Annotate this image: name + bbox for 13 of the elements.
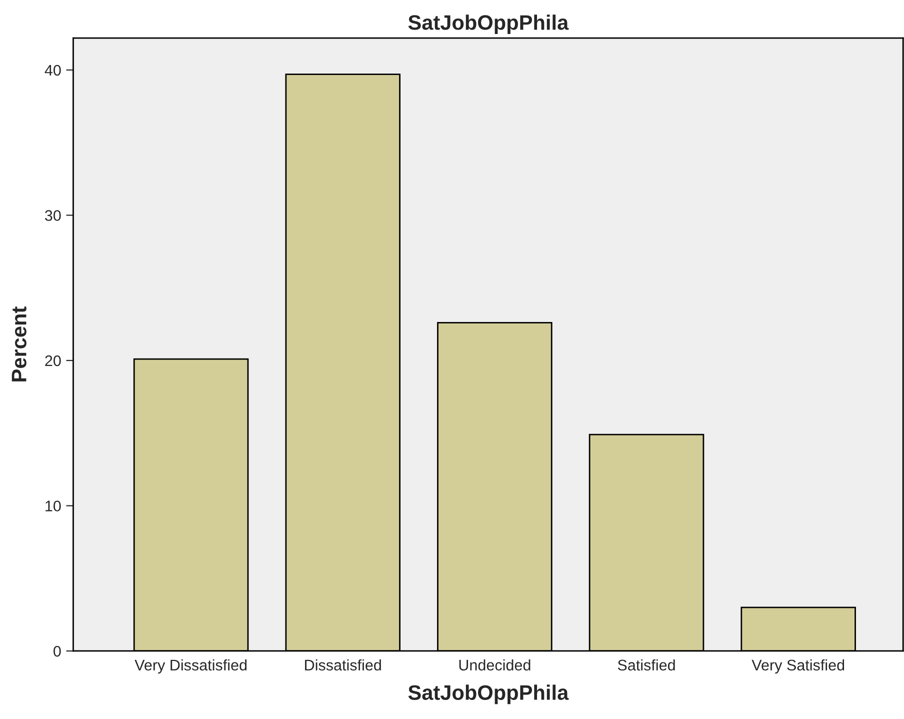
y-axis-title: Percent — [12, 306, 26, 382]
y-tick-label: 0 — [54, 646, 61, 657]
x-tick-label: Very Satisfied — [752, 659, 844, 674]
y-tick-label: 40 — [44, 64, 61, 76]
y-tick-label: 10 — [46, 500, 61, 512]
chart-title: SatJobOppPhila — [408, 14, 569, 34]
x-tick-label: Dissatisfied — [305, 659, 381, 671]
x-tick-label: Very Dissatisfied — [134, 659, 247, 674]
x-tick-label: Undecided — [459, 659, 530, 671]
x-tick-label: Satisfied — [618, 659, 675, 671]
y-tick-label: 20 — [45, 355, 61, 366]
x-axis-title: SatJobOppPhila — [408, 684, 569, 704]
y-tick-label: 30 — [45, 210, 61, 221]
